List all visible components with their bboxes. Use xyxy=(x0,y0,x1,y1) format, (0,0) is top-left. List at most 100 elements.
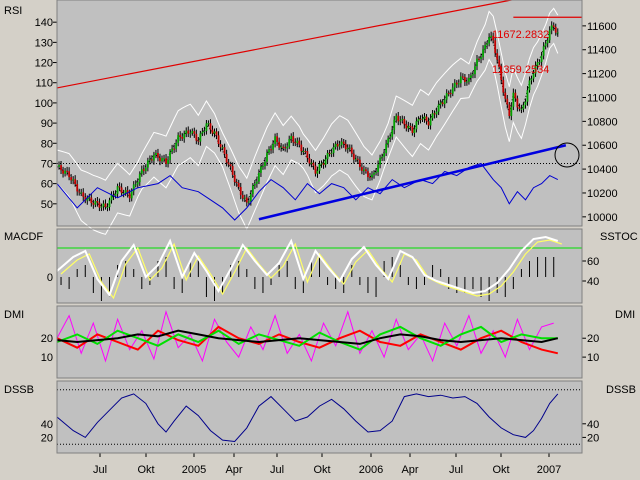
candle-body xyxy=(258,172,260,182)
candle-body xyxy=(207,123,210,125)
candle-body xyxy=(447,93,450,95)
candle-body xyxy=(314,165,317,174)
panel-border-3 xyxy=(56,380,583,454)
candle-body xyxy=(427,121,430,126)
candle-body xyxy=(130,191,133,199)
candle-body xyxy=(209,123,212,130)
candle-body xyxy=(336,143,339,147)
candle-body xyxy=(389,136,392,139)
candle-body xyxy=(365,169,367,172)
candle-body xyxy=(407,125,410,129)
candle-body xyxy=(510,106,513,117)
candle-body xyxy=(340,141,343,145)
rsi-tick-label: 120 xyxy=(35,58,53,70)
candle-body xyxy=(530,78,533,81)
candle-body xyxy=(409,125,412,127)
dssb-title: DSSB xyxy=(4,384,34,396)
candle-body xyxy=(415,121,418,130)
candle-body xyxy=(102,203,105,207)
candle-body xyxy=(219,144,222,148)
x-tick-label: Jul xyxy=(449,464,463,476)
candle-body xyxy=(253,183,256,186)
candle-body xyxy=(419,118,422,120)
candle-body xyxy=(136,182,139,185)
rsi-tick-label: 90 xyxy=(41,118,53,130)
price-tick-label: 11400 xyxy=(587,45,617,57)
candle-body xyxy=(262,166,264,168)
candle-body xyxy=(237,182,240,187)
candle-body xyxy=(88,197,91,199)
candle-body xyxy=(556,32,559,34)
rsi-tick-label: 60 xyxy=(41,179,53,191)
candle-body xyxy=(247,201,250,203)
x-tick-label: 2005 xyxy=(182,464,206,476)
candle-body xyxy=(363,169,365,171)
candle-body xyxy=(449,93,452,95)
candle-body xyxy=(506,98,509,105)
candle-body xyxy=(348,147,351,149)
candle-body xyxy=(484,45,486,50)
candle-body xyxy=(217,135,220,145)
macdf-title: MACDF xyxy=(4,231,43,243)
dmi-title: DMI xyxy=(4,309,24,321)
dmi-left-tick-label: 10 xyxy=(41,352,53,364)
price-tick-label: 10000 xyxy=(587,212,618,224)
candle-body xyxy=(294,142,297,144)
price-tick-label: 11200 xyxy=(587,69,617,81)
candle-body xyxy=(122,193,125,195)
candle-body xyxy=(346,148,349,150)
candle-body xyxy=(290,136,293,140)
candle-body xyxy=(142,169,145,171)
candle-body xyxy=(187,130,190,134)
price-tick-label: 10200 xyxy=(587,188,618,200)
candle-body xyxy=(266,152,268,162)
candle-body xyxy=(538,61,541,63)
dmi-right-tick-label: 10 xyxy=(587,352,599,364)
candle-body xyxy=(161,158,163,162)
dssb-left-tick-label: 40 xyxy=(41,419,53,431)
candle-body xyxy=(90,197,93,204)
candle-body xyxy=(387,138,390,144)
circle-marker[interactable] xyxy=(554,142,580,168)
candle-body xyxy=(183,133,186,139)
candle-body xyxy=(548,30,551,41)
candle-body xyxy=(482,49,484,58)
candle-body xyxy=(245,197,248,203)
candle-body xyxy=(310,162,313,164)
candle-body xyxy=(437,104,440,112)
candle-body xyxy=(215,131,218,136)
candle-body xyxy=(492,35,495,41)
candle-body xyxy=(197,140,200,142)
candle-body xyxy=(395,115,398,120)
x-tick-label: Jul xyxy=(270,464,284,476)
candle-body xyxy=(520,108,523,110)
dssb-panel xyxy=(57,381,582,453)
candle-body xyxy=(474,66,476,75)
candle-body xyxy=(163,158,165,160)
dssb-right-tick-label: 40 xyxy=(587,419,599,431)
price-tick-label: 11600 xyxy=(587,21,617,33)
candle-body xyxy=(195,133,198,141)
candle-body xyxy=(526,90,529,102)
candle-body xyxy=(173,148,176,150)
candle-body xyxy=(514,92,517,99)
candle-body xyxy=(159,157,161,162)
candle-body xyxy=(276,136,278,142)
candle-body xyxy=(76,184,79,192)
candle-body xyxy=(524,101,527,106)
candle-body xyxy=(478,58,480,60)
candle-body xyxy=(98,202,101,208)
candle-body xyxy=(292,136,295,143)
candle-body xyxy=(104,203,107,208)
candle-body xyxy=(229,164,232,167)
candle-body xyxy=(532,73,535,79)
candle-body xyxy=(377,164,379,173)
price-annotation-high: 11672.2832 xyxy=(492,29,549,41)
sstoc-line xyxy=(56,235,559,298)
candle-body xyxy=(270,149,272,151)
candle-body xyxy=(116,186,119,194)
candle-body xyxy=(308,158,311,164)
candle-body xyxy=(425,116,428,122)
candle-body xyxy=(536,62,539,66)
candle-body xyxy=(522,105,525,109)
